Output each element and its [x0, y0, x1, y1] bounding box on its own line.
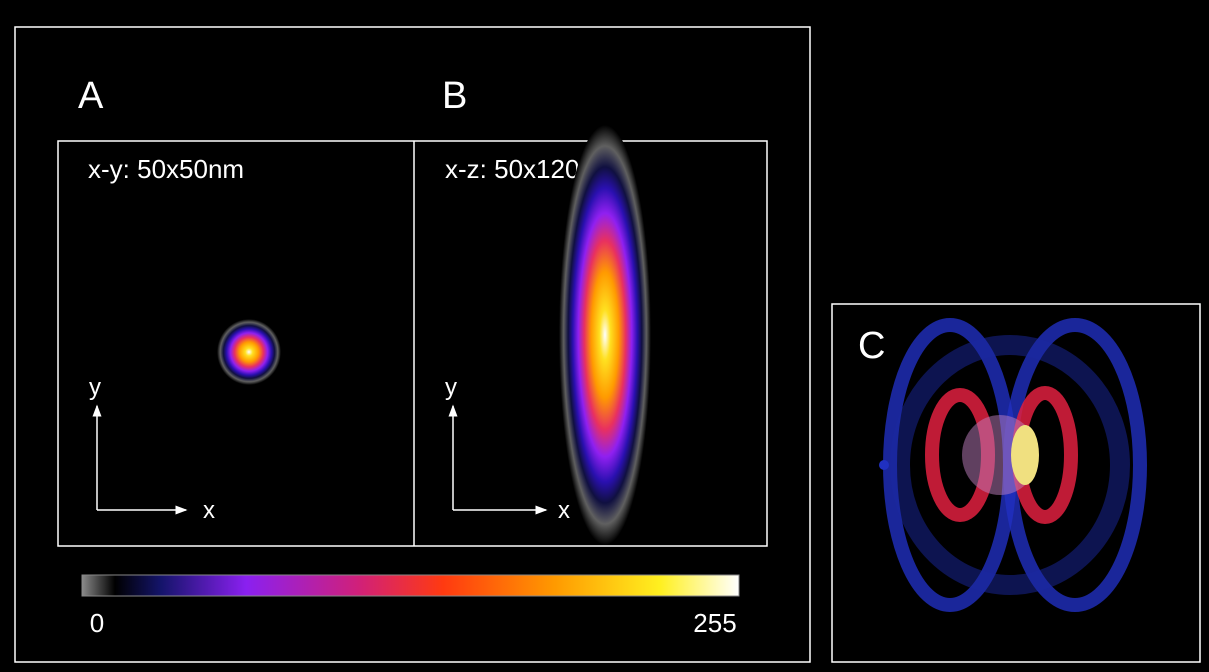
axis-label: x [203, 497, 215, 524]
axis-label: x [558, 497, 570, 524]
image-frame [58, 141, 767, 546]
panel-label: A [78, 75, 104, 117]
page: A B x-y: 50x50nm x-z: 50x120nm y x y x 0… [0, 0, 1209, 672]
outer-frame [15, 27, 810, 662]
panel-label: B [442, 75, 467, 117]
psf-xy [217, 319, 281, 385]
panel-label: C [858, 325, 885, 367]
colorbar-max: 255 [693, 608, 736, 638]
colorbar [82, 575, 739, 596]
axis-label: y [445, 374, 457, 401]
figure: A B x-y: 50x50nm x-z: 50x120nm y x y x 0… [0, 0, 1209, 672]
psf-3d [879, 325, 1140, 605]
psf-xz [559, 125, 651, 545]
colorbar-min: 0 [90, 608, 104, 638]
axis-label: y [89, 374, 101, 401]
caption: x-y: 50x50nm [88, 154, 244, 184]
